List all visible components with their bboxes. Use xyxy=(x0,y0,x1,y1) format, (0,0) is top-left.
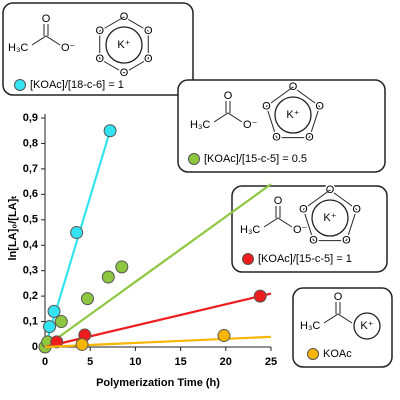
legend-label: KOAc xyxy=(323,348,352,360)
legend-label: [KOAc]/[15-c-5] = 0.5 xyxy=(204,153,307,165)
legend-box xyxy=(2,2,194,96)
crown-bond xyxy=(329,189,357,210)
structure-label: K⁺ xyxy=(360,320,373,332)
y-tick-label: 0,4 xyxy=(23,239,39,251)
x-axis-label: Polymerization Time (h) xyxy=(96,377,220,389)
y-tick-label: 0,3 xyxy=(23,265,38,277)
bond xyxy=(323,302,353,324)
structure-label: O xyxy=(120,67,129,79)
bond xyxy=(31,24,61,46)
structure-label: O xyxy=(42,13,51,25)
x-tick-label: 20 xyxy=(220,356,232,368)
y-tick-label: 0 xyxy=(32,341,38,353)
x-tick-label: 10 xyxy=(129,356,141,368)
structure-label: O xyxy=(262,100,271,112)
structure-label: O xyxy=(274,195,283,207)
crown-bond xyxy=(292,86,320,107)
crown-bond xyxy=(123,58,149,74)
legend-marker xyxy=(242,253,254,265)
x-tick-label: 25 xyxy=(265,356,277,368)
y-axis-label: ln[LA]₀/[LA]ₜ xyxy=(7,195,19,260)
cation-ring xyxy=(353,312,381,340)
structure-label: O⁻ xyxy=(243,119,258,131)
crown-bond xyxy=(302,209,315,241)
data-point xyxy=(103,124,117,138)
y-tick-label: 0,9 xyxy=(23,112,38,124)
cation-ring xyxy=(274,96,312,134)
cation-ring xyxy=(311,199,349,237)
structure-label: K⁺ xyxy=(286,109,299,121)
legend-marker xyxy=(14,79,26,91)
x-tick-label: 0 xyxy=(42,356,48,368)
structure-label: H₃C xyxy=(8,42,28,54)
crown-bond xyxy=(99,16,125,32)
structure-label: O xyxy=(315,100,324,112)
data-point xyxy=(101,270,115,284)
structure-label: O xyxy=(342,235,351,247)
crown-bond xyxy=(308,106,321,138)
structure-label: K⁺ xyxy=(323,212,336,224)
legend-label: [KOAc]/[15-c-5] = 1 xyxy=(258,253,352,265)
crown-bond xyxy=(303,189,331,210)
structure-label: H₃C xyxy=(300,320,320,332)
structure-label: O⁻ xyxy=(293,224,308,236)
structure-label: O xyxy=(352,203,361,215)
structure-label: K⁺ xyxy=(117,39,130,51)
structure-label: O xyxy=(334,291,343,303)
data-point xyxy=(75,337,89,351)
bond xyxy=(213,101,243,123)
structure-label: O xyxy=(326,184,335,196)
crown-bond xyxy=(123,16,149,32)
legend-marker xyxy=(188,153,200,165)
structure-label: O xyxy=(289,81,298,93)
crown-bond xyxy=(99,58,125,74)
structure-label: H₃C xyxy=(190,119,210,131)
data-point xyxy=(217,329,231,343)
structure-label: H₃C xyxy=(240,224,260,236)
structure-label: O xyxy=(120,11,129,23)
legend-marker xyxy=(307,348,319,360)
crown-bond xyxy=(265,106,278,138)
y-tick-label: 0,7 xyxy=(23,163,38,175)
data-point xyxy=(80,292,94,306)
data-point xyxy=(70,226,84,239)
y-tick-label: 0,8 xyxy=(23,137,38,149)
x-tick-label: 15 xyxy=(174,356,186,368)
fit-line xyxy=(44,183,272,348)
structure-label: O xyxy=(95,53,104,65)
data-point xyxy=(253,289,267,303)
data-point xyxy=(54,315,68,329)
structure-label: O xyxy=(305,132,314,144)
structure-label: O xyxy=(272,132,281,144)
crown-bond xyxy=(345,209,358,241)
data-point xyxy=(115,260,129,274)
cation-ring xyxy=(105,26,143,64)
structure-label: O xyxy=(144,25,153,37)
structure-label: O xyxy=(95,25,104,37)
structure-label: O xyxy=(309,235,318,247)
data-point xyxy=(47,304,61,318)
structure-label: O⁻ xyxy=(61,42,76,54)
y-tick-label: 0,2 xyxy=(23,290,38,302)
crown-bond xyxy=(266,86,294,107)
legend-box xyxy=(292,287,393,368)
structure-label: O xyxy=(144,53,153,65)
x-tick-label: 5 xyxy=(87,356,93,368)
y-tick-label: 0,6 xyxy=(23,188,38,200)
y-tick-label: 0,5 xyxy=(23,214,38,226)
y-tick-label: 0,1 xyxy=(23,315,38,327)
data-point xyxy=(50,335,64,349)
legend-label: [KOAc]/[18-c-6] = 1 xyxy=(30,79,124,91)
data-point xyxy=(43,320,57,334)
bond xyxy=(263,206,293,228)
structure-label: O xyxy=(299,203,308,215)
structure-label: O xyxy=(224,90,233,102)
